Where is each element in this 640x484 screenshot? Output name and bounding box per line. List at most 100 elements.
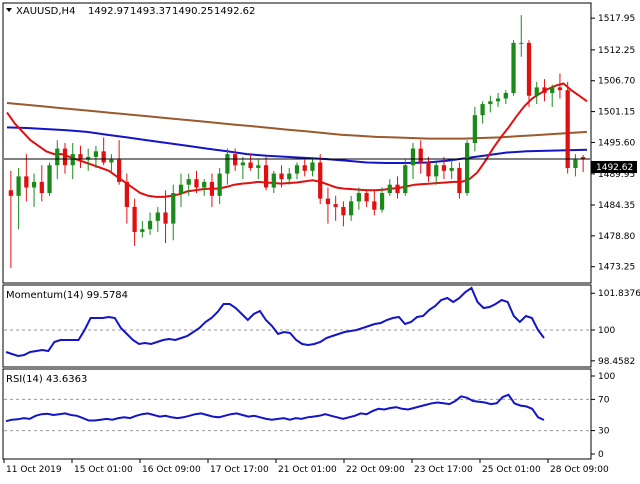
time-tick-label: 15 Oct 01:00 bbox=[74, 465, 133, 475]
rsi-line bbox=[5, 393, 545, 423]
axis-layer: 1517.95 1512.25 1506.70 1501.15 1495.60 1489.… bbox=[3, 14, 640, 475]
rsi-tick-label: 70 bbox=[598, 395, 610, 405]
low-value: 1490.25 bbox=[172, 6, 213, 17]
candle-body bbox=[534, 87, 539, 96]
candle-body bbox=[47, 165, 52, 194]
momentum-line bbox=[5, 286, 545, 358]
candle-body bbox=[410, 148, 416, 166]
price-header: XAUUSD,H4 1492.97 1493.37 1490.25 1492.6… bbox=[6, 6, 255, 17]
candle-body bbox=[542, 87, 547, 93]
sma-fast-line bbox=[6, 82, 588, 198]
candle-body bbox=[263, 165, 269, 188]
time-tick-label: 17 Oct 17:00 bbox=[210, 465, 269, 475]
rsi-layer bbox=[4, 393, 590, 432]
candle-body bbox=[31, 181, 37, 188]
rsi-tick-label: 100 bbox=[598, 372, 615, 382]
candle-body bbox=[480, 104, 485, 116]
price-tick-label: 1517.95 bbox=[598, 14, 635, 24]
momentum-panel-frame bbox=[2, 284, 592, 368]
time-tick-label: 11 Oct 2019 bbox=[6, 465, 62, 475]
candle-body bbox=[395, 184, 400, 194]
candle-body bbox=[302, 165, 307, 171]
candle-body bbox=[457, 168, 462, 194]
time-tick-label: 28 Oct 09:00 bbox=[550, 465, 609, 475]
candle-body bbox=[519, 42, 524, 44]
candle-body bbox=[472, 115, 477, 143]
candle-body bbox=[279, 173, 284, 180]
candle-body bbox=[565, 90, 570, 169]
candle-body bbox=[101, 151, 106, 163]
price-tick-label: 1473.25 bbox=[598, 263, 635, 273]
symbol-label: XAUUSD,H4 bbox=[16, 6, 75, 17]
candle-body bbox=[441, 165, 447, 171]
price-tick-label: 1478.80 bbox=[598, 232, 635, 242]
candle-body bbox=[503, 92, 508, 99]
time-tick-label: 22 Oct 09:00 bbox=[346, 465, 405, 475]
price-tick-label: 1484.35 bbox=[598, 201, 635, 211]
candle-body bbox=[171, 193, 176, 224]
candle-body bbox=[511, 42, 516, 93]
candle-body bbox=[16, 176, 21, 196]
candle-body bbox=[573, 159, 578, 169]
time-tick-label: 25 Oct 01:00 bbox=[482, 465, 541, 475]
momentum-tick-label: 100 bbox=[598, 326, 615, 336]
candle-body bbox=[418, 148, 423, 163]
candle-body bbox=[109, 159, 114, 163]
candle-body bbox=[55, 148, 60, 166]
candle-body bbox=[287, 173, 292, 180]
price-tick-label: 1506.70 bbox=[598, 77, 635, 87]
time-tick-label: 21 Oct 01:00 bbox=[278, 465, 337, 475]
candle-body bbox=[333, 204, 338, 207]
candle-body bbox=[117, 159, 122, 182]
candle-body bbox=[426, 162, 431, 177]
candle-body bbox=[341, 206, 346, 216]
candle-body bbox=[132, 206, 137, 232]
candle-body bbox=[202, 181, 207, 188]
candle-body bbox=[495, 98, 501, 102]
candle-body bbox=[256, 165, 261, 169]
candle-body bbox=[124, 181, 129, 207]
candle-body bbox=[465, 143, 470, 194]
candle-body bbox=[325, 198, 331, 205]
candle-body bbox=[356, 193, 361, 202]
price-tick-label: 1501.15 bbox=[598, 108, 635, 118]
candle-body bbox=[240, 162, 245, 166]
candle-body bbox=[70, 154, 75, 166]
momentum-layer bbox=[4, 286, 590, 358]
candle-body bbox=[488, 101, 493, 105]
candle-body bbox=[163, 212, 168, 224]
time-tick-label: 16 Oct 09:00 bbox=[142, 465, 201, 475]
candle-body bbox=[147, 220, 153, 230]
last-price-tag: 1492.62 bbox=[591, 161, 637, 173]
candle-body bbox=[449, 168, 454, 171]
rsi-tick-label: 30 bbox=[598, 427, 610, 437]
close-value: 1492.62 bbox=[214, 6, 255, 17]
candle-body bbox=[526, 42, 532, 96]
candle-body bbox=[581, 157, 586, 160]
price-tick-label: 1512.25 bbox=[598, 46, 635, 56]
candle-body bbox=[155, 212, 160, 221]
candle-body bbox=[364, 193, 369, 202]
rsi-tick-label: 0 bbox=[598, 450, 604, 460]
momentum-tick-label: 101.8376 bbox=[598, 289, 640, 299]
candle-body bbox=[387, 184, 392, 194]
candle-body bbox=[8, 190, 13, 196]
candle-body bbox=[271, 173, 276, 188]
candle-body bbox=[178, 184, 184, 194]
candle-body bbox=[186, 179, 191, 185]
candle-body bbox=[62, 148, 68, 166]
rsi-title: RSI(14) 43.6363 bbox=[6, 374, 87, 385]
candle-body bbox=[318, 162, 323, 199]
candle-body bbox=[140, 229, 145, 232]
candle-body bbox=[310, 162, 315, 171]
price-layer bbox=[4, 15, 590, 269]
candle-body bbox=[86, 156, 91, 160]
candle-body bbox=[39, 181, 44, 194]
candle-body bbox=[434, 165, 439, 177]
candle-body bbox=[209, 181, 215, 196]
sma-slow-line bbox=[6, 102, 588, 140]
price-panel-frame bbox=[2, 2, 592, 284]
collapse-arrow-icon bbox=[6, 8, 12, 12]
